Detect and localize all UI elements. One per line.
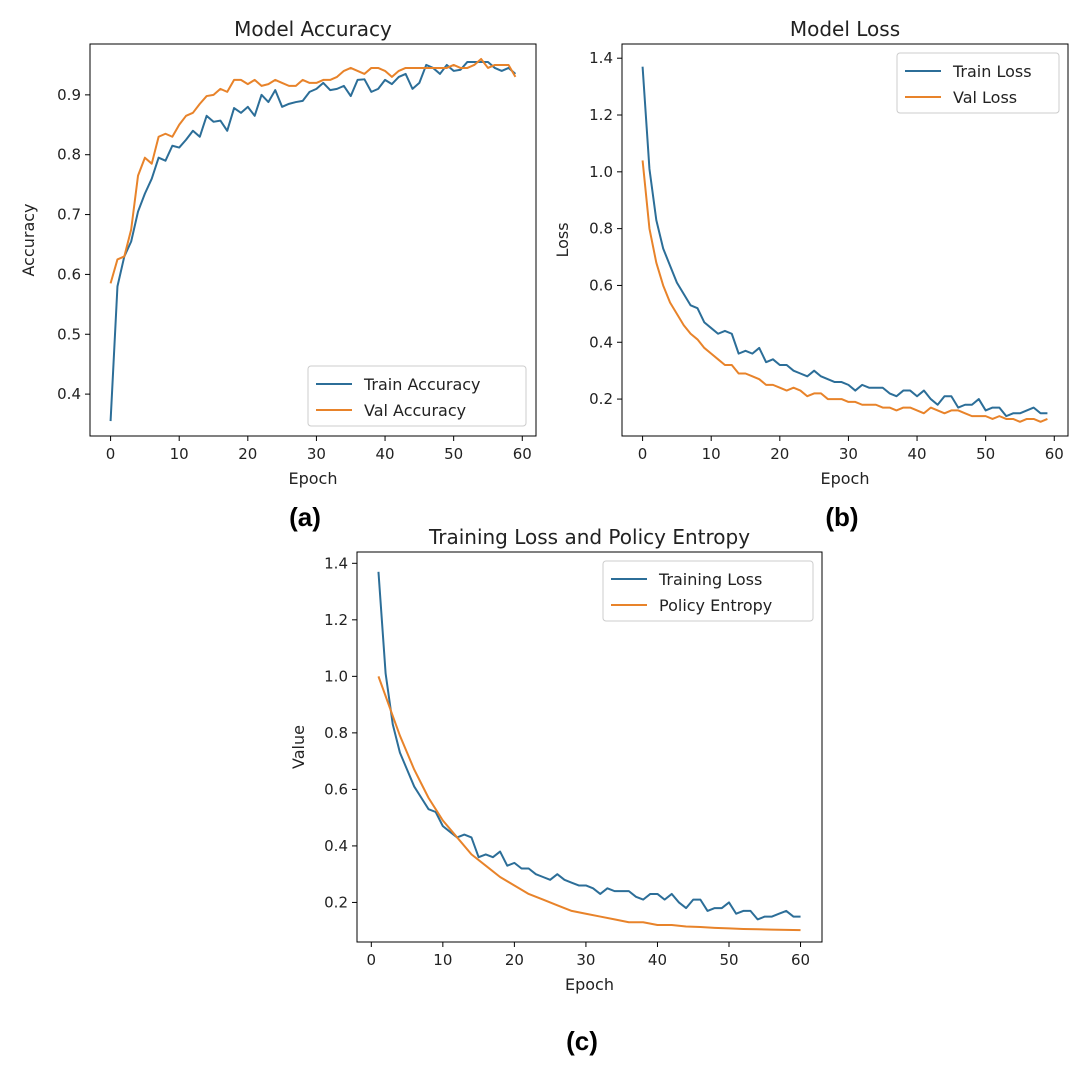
- x-tick-label: 20: [770, 445, 789, 463]
- y-tick-label: 0.7: [57, 206, 81, 224]
- plot-frame: [356, 551, 823, 943]
- y-axis-label: Loss: [553, 222, 572, 257]
- x-tick-label: 40: [648, 951, 667, 969]
- y-tick-label: 1.4: [589, 49, 613, 67]
- chart-entropy: Training Loss and Policy Entropy 0 10 20 30 4…: [289, 525, 823, 1056]
- series-line-train-accuracy: [109, 60, 517, 422]
- legend-box: [602, 560, 814, 622]
- plot-frame: [89, 43, 537, 437]
- x-tick-label: 20: [238, 445, 257, 463]
- y-tick-label: 0.8: [324, 724, 348, 742]
- y-tick-label: 1.4: [324, 554, 348, 572]
- y-tick-label: 0.6: [589, 276, 613, 294]
- legend-entry: Policy Entropy: [659, 596, 772, 615]
- chart-title: Training Loss and Policy Entropy: [428, 525, 750, 549]
- legend-box: [307, 365, 527, 427]
- x-tick-label: 40: [375, 445, 394, 463]
- x-tick-label: 0: [367, 951, 377, 969]
- y-tick-label: 0.8: [589, 220, 613, 238]
- x-tick-label: 10: [170, 445, 189, 463]
- x-tick-label: 10: [702, 445, 721, 463]
- y-tick-label: 0.8: [57, 146, 81, 164]
- x-tick-label: 60: [513, 445, 532, 463]
- panel-label: (a): [289, 502, 321, 532]
- x-tick-label: 0: [106, 445, 116, 463]
- legend-entry: Val Accuracy: [364, 401, 466, 420]
- series-line-policy-entropy: [377, 676, 801, 932]
- x-tick-label: 40: [907, 445, 926, 463]
- legend: Train Accuracy Val Accuracy: [307, 365, 527, 427]
- x-tick-label: 20: [505, 951, 524, 969]
- legend-entry: Train Loss: [952, 62, 1032, 81]
- chart-title: Model Accuracy: [234, 17, 392, 41]
- chart-acc: Model Accuracy 0 10 20 30 40 50 60 0.4 0.5 0.6 0.7 0…: [19, 17, 537, 532]
- chart-loss: Model Loss 0 10 20 30 40 50 60 0.2 0.4 0.6 0.8 1.0 1.…: [553, 17, 1069, 532]
- x-tick-label: 10: [433, 951, 452, 969]
- x-tick-label: 0: [638, 445, 648, 463]
- y-tick-label: 1.2: [324, 611, 348, 629]
- x-tick-label: 50: [444, 445, 463, 463]
- y-tick-label: 1.0: [324, 667, 348, 685]
- panel-label: (c): [566, 1026, 598, 1056]
- legend-entry: Training Loss: [658, 570, 762, 589]
- series-line-val-accuracy: [109, 57, 517, 284]
- x-tick-label: 30: [839, 445, 858, 463]
- y-tick-label: 0.5: [57, 325, 81, 343]
- x-axis-label: Epoch: [565, 975, 614, 994]
- y-tick-label: 1.2: [589, 106, 613, 124]
- series-line-train-loss: [641, 66, 1048, 418]
- x-tick-label: 50: [976, 445, 995, 463]
- x-tick-label: 50: [719, 951, 738, 969]
- series-line-training-loss: [377, 571, 801, 921]
- x-tick-label: 60: [791, 951, 810, 969]
- y-axis-label: Accuracy: [19, 203, 38, 276]
- legend-entry: Train Accuracy: [363, 375, 481, 394]
- y-tick-label: 1.0: [589, 163, 613, 181]
- y-tick-label: 0.4: [589, 333, 613, 351]
- y-tick-label: 0.6: [324, 780, 348, 798]
- y-tick-label: 0.2: [324, 893, 348, 911]
- x-axis-label: Epoch: [821, 469, 870, 488]
- x-tick-label: 30: [307, 445, 326, 463]
- panel-label: (b): [825, 502, 858, 532]
- y-axis-label: Value: [289, 725, 308, 769]
- x-axis-label: Epoch: [289, 469, 338, 488]
- y-tick-label: 0.2: [589, 390, 613, 408]
- y-tick-label: 0.9: [57, 86, 81, 104]
- chart-title: Model Loss: [790, 17, 900, 41]
- y-tick-label: 0.4: [324, 837, 348, 855]
- legend: Train Loss Val Loss: [896, 52, 1060, 114]
- y-tick-label: 0.6: [57, 265, 81, 283]
- plot-frame: [621, 43, 1069, 437]
- series-line-val-loss: [641, 160, 1048, 423]
- legend: Training Loss Policy Entropy: [602, 560, 814, 622]
- legend-entry: Val Loss: [953, 88, 1017, 107]
- x-tick-label: 60: [1045, 445, 1064, 463]
- x-tick-label: 30: [576, 951, 595, 969]
- y-tick-label: 0.4: [57, 385, 81, 403]
